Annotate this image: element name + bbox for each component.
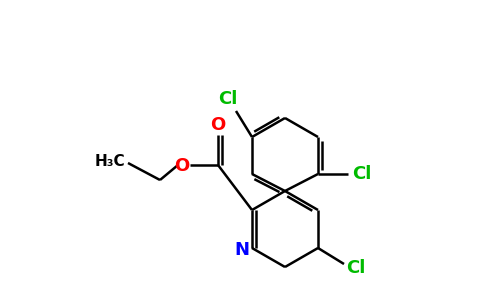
Text: N: N [235, 241, 249, 259]
Text: H₃C: H₃C [95, 154, 125, 169]
Text: Cl: Cl [347, 259, 366, 277]
Text: Cl: Cl [352, 165, 372, 183]
Text: O: O [174, 157, 190, 175]
Text: O: O [211, 116, 226, 134]
Text: Cl: Cl [218, 90, 238, 108]
